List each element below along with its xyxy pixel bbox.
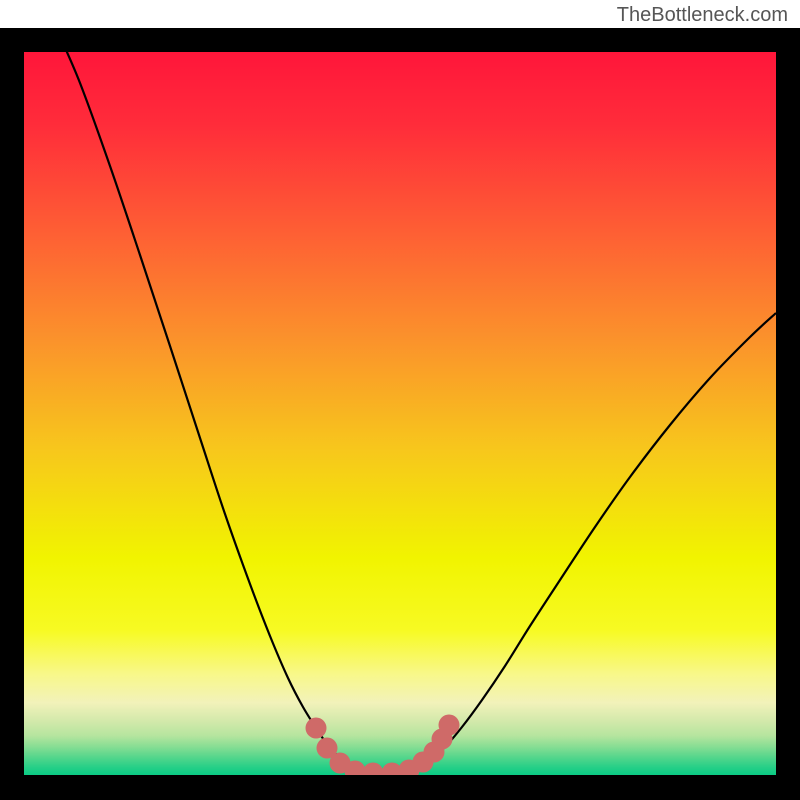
gradient-background bbox=[24, 52, 776, 775]
watermark-text: TheBottleneck.com bbox=[617, 4, 788, 27]
chart-container: TheBottleneck.com bbox=[0, 0, 800, 800]
curve-marker bbox=[306, 718, 327, 739]
border-top bbox=[0, 28, 800, 52]
border-bottom bbox=[0, 775, 800, 800]
border-right bbox=[776, 28, 800, 800]
curve-marker bbox=[439, 715, 460, 736]
border-left bbox=[0, 28, 24, 800]
chart-svg bbox=[0, 0, 800, 800]
